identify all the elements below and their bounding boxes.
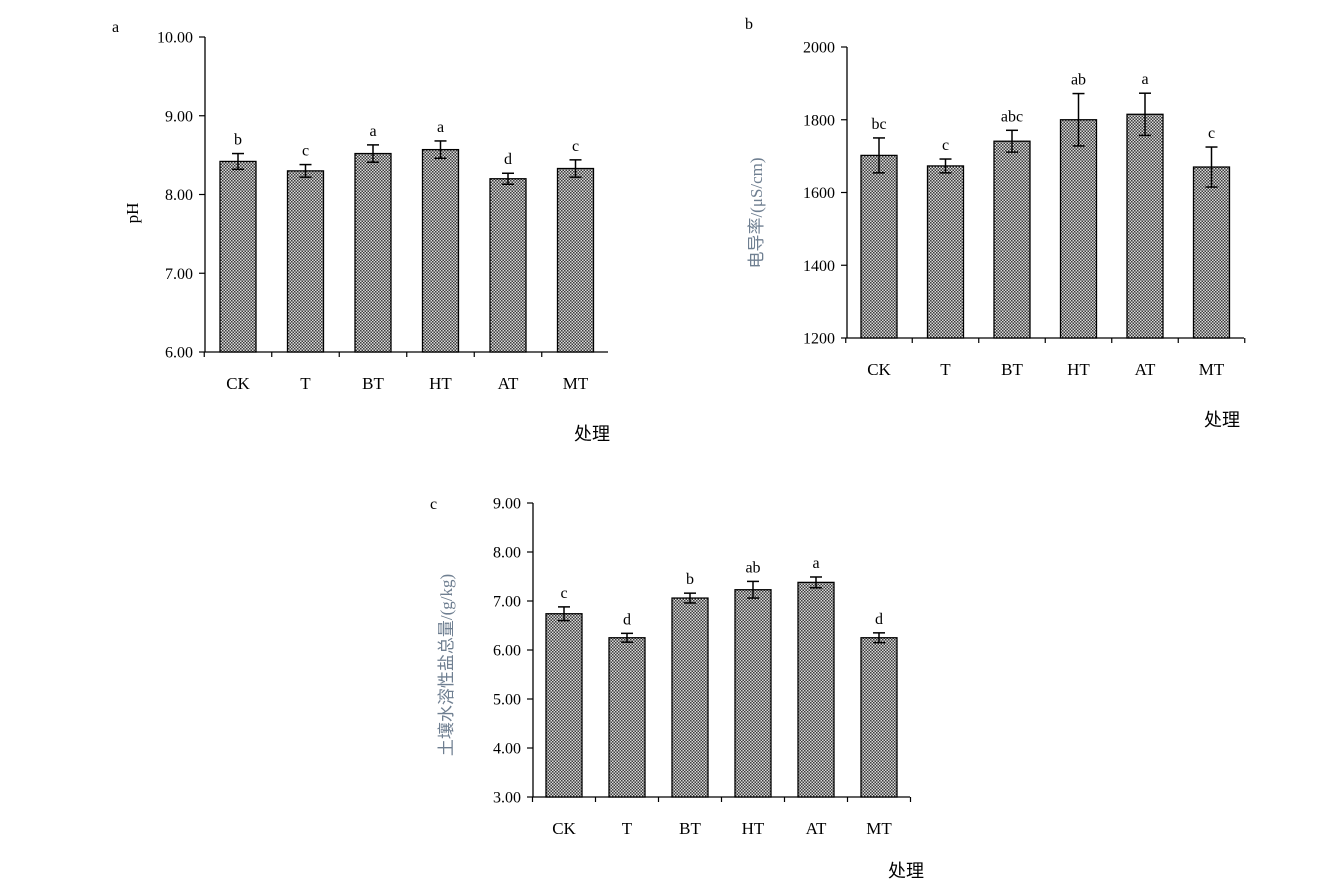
- y-tick-label-a: 6.00: [165, 345, 193, 362]
- category-label-b-bt: BT: [1001, 360, 1023, 379]
- panel-label-a: a: [112, 19, 119, 36]
- significance-label-c-bt: b: [686, 571, 694, 588]
- significance-label-c-t: d: [623, 611, 631, 628]
- bar-b-ht: [1059, 119, 1098, 339]
- y-tick-label-a: 9.00: [165, 108, 193, 125]
- category-label-c-mt: MT: [866, 819, 892, 838]
- y-tick-label-b: 1600: [803, 185, 835, 202]
- panel-label-b: b: [745, 16, 753, 33]
- category-label-a-ck: CK: [226, 374, 250, 393]
- bar-b-mt: [1192, 166, 1231, 339]
- panel-label-c: c: [430, 496, 437, 513]
- y-tick-label-a: 7.00: [165, 266, 193, 283]
- bar-b-bt: [993, 140, 1031, 339]
- bar-b-at: [1126, 113, 1164, 339]
- bar-c-bt: [671, 597, 709, 798]
- plot-area-c: 3.00 4.00 5.00 6.00 7.00 8.00 9.00 c CK d Tb BT ab HT…: [493, 496, 912, 838]
- category-label-b-t: T: [940, 360, 951, 379]
- significance-label-b-ck: bc: [871, 116, 886, 133]
- category-label-a-mt: MT: [563, 374, 589, 393]
- category-label-c-ht: HT: [742, 819, 765, 838]
- y-tick-label-b: 1200: [803, 331, 835, 348]
- bar-c-ck: [545, 613, 583, 798]
- bar-a-t: [286, 170, 325, 353]
- significance-label-a-ht: a: [437, 119, 444, 136]
- chart-panel-a: a pH 处理 6.00 7.00 8.00 9.00 10.00 b CK c Ta BT a HT…: [112, 19, 610, 444]
- y-axis-label-a: pH: [123, 203, 142, 224]
- x-axis-label-b: 处理: [1204, 410, 1240, 430]
- y-tick-label-c: 3.00: [493, 790, 521, 807]
- bar-a-mt: [556, 167, 595, 353]
- bar-c-at: [797, 581, 835, 798]
- category-label-c-ck: CK: [552, 819, 576, 838]
- y-tick-label-c: 6.00: [493, 643, 521, 660]
- bar-c-t: [608, 637, 646, 798]
- y-axis-title-a: pH: [123, 203, 142, 224]
- y-tick-label-b: 1800: [803, 112, 835, 129]
- plot-area-a: 6.00 7.00 8.00 9.00 10.00 b CK c Ta BT a HT d AT c MT: [157, 30, 608, 393]
- bar-b-t: [926, 165, 965, 339]
- significance-label-c-ht: ab: [745, 559, 760, 576]
- y-axis-title-c: 土壤水溶性盐总量/(g/kg): [436, 574, 456, 756]
- significance-label-c-mt: d: [875, 611, 883, 628]
- category-label-c-at: AT: [806, 819, 827, 838]
- significance-label-b-bt: abc: [1001, 108, 1023, 125]
- y-axis-label-b: 电导率/(μS/cm): [747, 157, 766, 268]
- y-axis-title-b: 电导率/(μS/cm): [747, 157, 766, 268]
- significance-label-c-at: a: [812, 555, 819, 572]
- category-label-b-ht: HT: [1067, 360, 1090, 379]
- y-axis-label-c: 土壤水溶性盐总量/(g/kg): [436, 574, 456, 756]
- bar-a-ck: [219, 160, 257, 353]
- significance-label-b-ht: ab: [1071, 72, 1086, 89]
- y-tick-label-b: 2000: [803, 40, 835, 57]
- bar-b-ck: [860, 154, 898, 339]
- category-label-a-ht: HT: [429, 374, 452, 393]
- significance-label-b-t: c: [942, 137, 949, 154]
- significance-label-a-at: d: [504, 151, 512, 168]
- bar-a-at: [489, 178, 527, 353]
- y-tick-label-b: 1400: [803, 258, 835, 275]
- significance-label-a-ck: b: [234, 132, 242, 149]
- significance-label-c-ck: c: [560, 585, 567, 602]
- category-label-a-bt: BT: [362, 374, 384, 393]
- y-tick-label-a: 10.00: [157, 30, 193, 47]
- category-label-a-t: T: [300, 374, 311, 393]
- y-tick-label-c: 9.00: [493, 496, 521, 513]
- y-tick-label-a: 8.00: [165, 187, 193, 204]
- y-tick-label-c: 4.00: [493, 741, 521, 758]
- significance-label-a-t: c: [302, 143, 309, 160]
- category-label-c-bt: BT: [679, 819, 701, 838]
- bar-a-bt: [354, 152, 392, 353]
- bar-c-mt: [860, 637, 898, 798]
- x-axis-label-c: 处理: [888, 861, 924, 881]
- y-tick-label-c: 8.00: [493, 545, 521, 562]
- chart-panel-b: b 电导率/(μS/cm) 处理 1200 1400 1600 1800 2000 bc C…: [745, 16, 1246, 430]
- category-label-c-t: T: [622, 819, 633, 838]
- category-label-b-at: AT: [1135, 360, 1156, 379]
- significance-label-b-at: a: [1141, 71, 1148, 88]
- bar-c-ht: [734, 589, 772, 798]
- significance-label-a-bt: a: [369, 123, 376, 140]
- category-label-a-at: AT: [498, 374, 519, 393]
- significance-label-a-mt: c: [572, 138, 579, 155]
- significance-label-b-mt: c: [1208, 125, 1215, 142]
- category-label-b-mt: MT: [1199, 360, 1225, 379]
- x-axis-label-a: 处理: [574, 424, 610, 444]
- y-tick-label-c: 5.00: [493, 692, 521, 709]
- y-tick-label-c: 7.00: [493, 594, 521, 611]
- bar-a-ht: [421, 148, 460, 353]
- chart-panel-c: c 土壤水溶性盐总量/(g/kg) 处理 3.00 4.00 5.00 6.00 7.0…: [430, 496, 924, 882]
- category-label-b-ck: CK: [867, 360, 891, 379]
